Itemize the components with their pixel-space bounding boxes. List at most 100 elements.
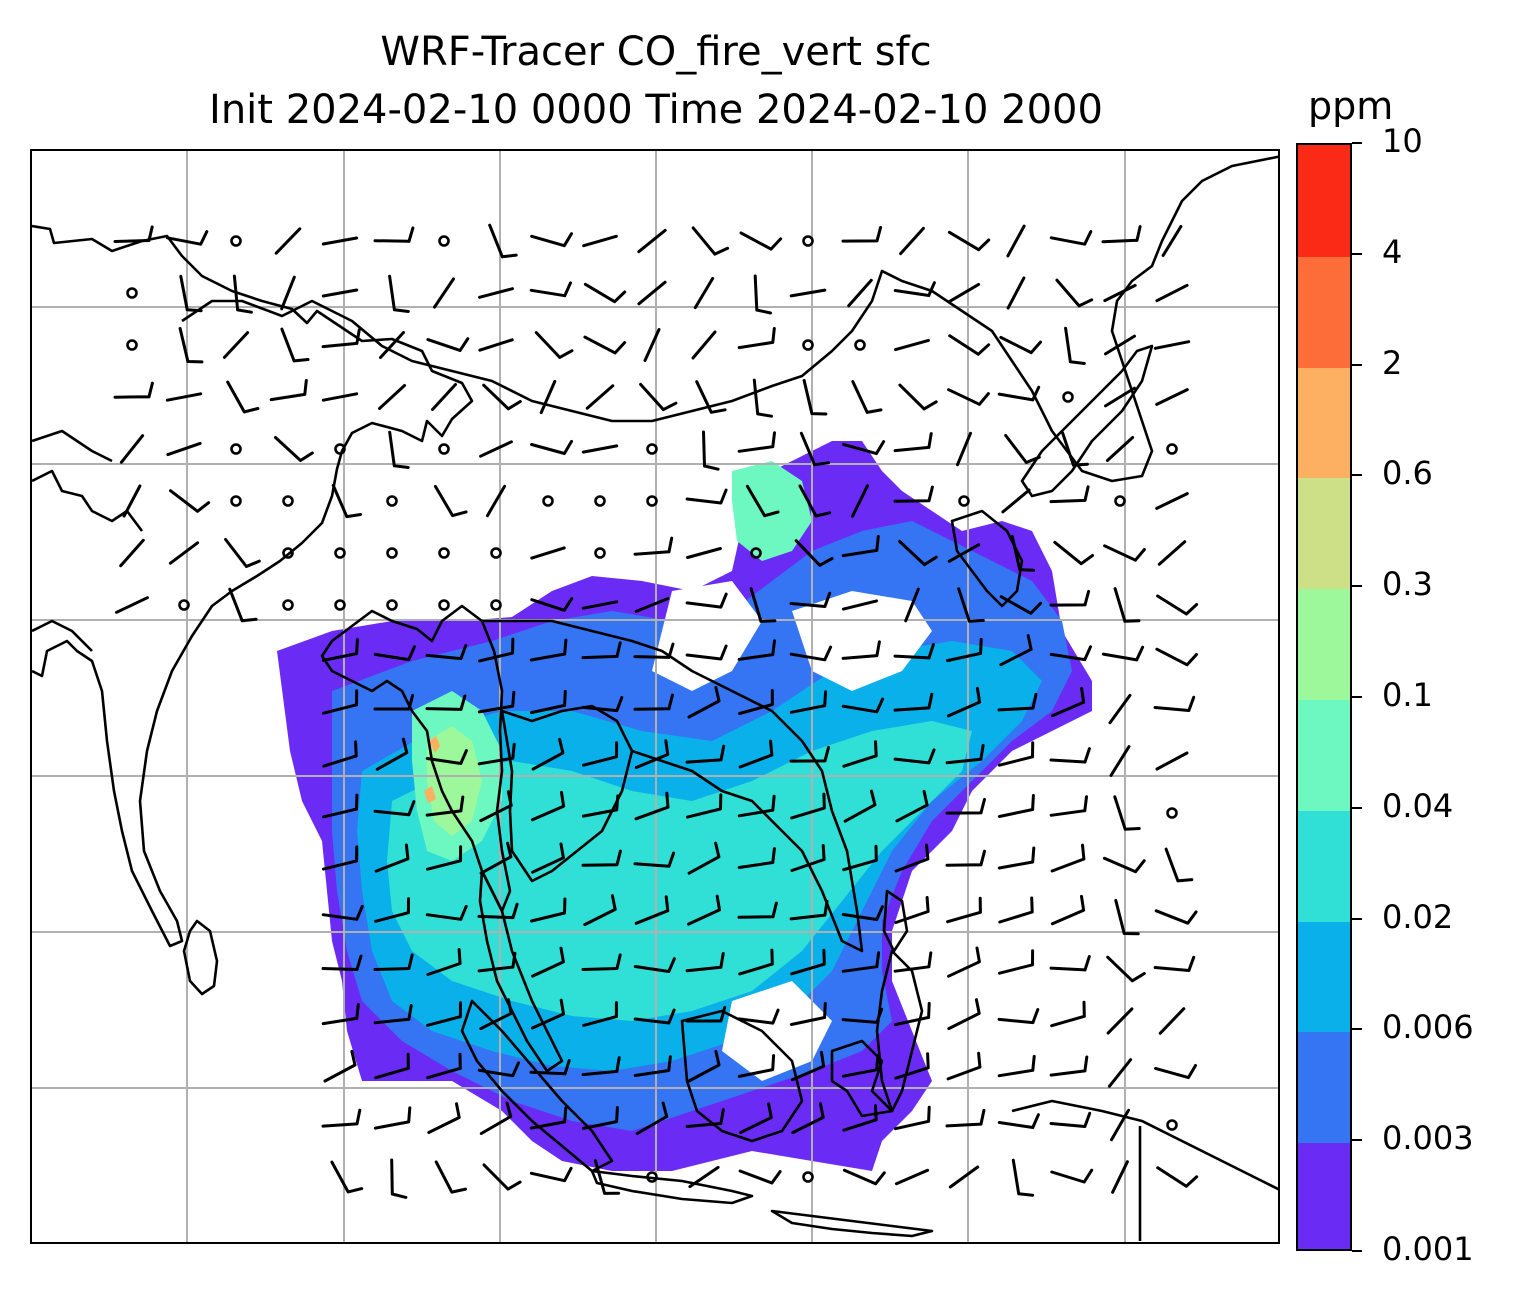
wind-barb [1106, 955, 1146, 983]
wind-barb [695, 380, 727, 414]
wind-barb [894, 1052, 930, 1080]
wind-barb [633, 957, 676, 973]
wind-barb [321, 392, 359, 402]
tracer-region [427, 726, 482, 836]
calm-wind-marker [854, 339, 866, 351]
wind-barb [633, 536, 674, 556]
wind-barb [373, 953, 414, 971]
wind-barb [426, 845, 463, 871]
wind-barb [1153, 340, 1191, 350]
wind-barb [178, 327, 204, 364]
wind-barb [847, 278, 873, 308]
wind-barb [115, 596, 149, 614]
wind-barb [321, 904, 364, 921]
wind-barb [373, 694, 415, 711]
wind-barb [841, 1007, 884, 1024]
coastline-indochina [500, 704, 634, 883]
wind-barb [425, 904, 468, 921]
wind-barb [685, 644, 728, 661]
colorbar-tick [1352, 1028, 1362, 1031]
wind-barb [794, 539, 834, 567]
wind-barb [1050, 843, 1086, 873]
wind-barb [274, 227, 302, 255]
wind-barb [477, 951, 517, 973]
wind-barb [945, 1108, 986, 1128]
wind-barb [790, 1050, 826, 1082]
wind-barb [1049, 795, 1088, 817]
calm-wind-marker [386, 495, 398, 507]
wind-barb [388, 274, 410, 313]
wind-barb [582, 234, 618, 248]
coastline-taiwan [882, 889, 909, 953]
wind-barb [893, 485, 934, 503]
coastline-java [590, 1169, 754, 1205]
wind-barb [997, 385, 1041, 402]
coastline-new-guinea [1011, 1099, 1278, 1191]
colorbar-tick [1352, 474, 1362, 477]
wind-barb [1105, 436, 1135, 462]
wind-barb [534, 331, 574, 359]
tracer-gap [722, 981, 832, 1081]
wind-barb [373, 1106, 412, 1130]
colorbar-tick-label: 0.3 [1382, 565, 1433, 604]
wind-barb [531, 842, 565, 874]
coastline-north [181, 155, 1278, 483]
wind-barb [637, 280, 667, 306]
wind-barb [842, 440, 886, 456]
wind-barb [179, 274, 203, 313]
colorbar-tick-label: 0.02 [1382, 897, 1454, 936]
wind-barb [425, 749, 468, 765]
wind-barb [583, 894, 617, 927]
coastline-bay-east [320, 604, 512, 913]
colorbar-segment [1298, 920, 1350, 1033]
colorbar-tick-label: 2 [1382, 343, 1403, 382]
calm-wind-marker [594, 547, 606, 559]
wind-barb [843, 789, 877, 823]
wind-barb [895, 789, 929, 823]
wind-barb [702, 430, 720, 471]
wind-barb [894, 896, 930, 924]
wind-barb [1049, 1055, 1089, 1077]
colorbar-segment [1298, 809, 1350, 922]
wind-barb [1050, 1000, 1086, 1028]
colorbar-tick-label: 0.006 [1382, 1008, 1474, 1047]
wind-barb [1104, 334, 1136, 356]
wind-barb [789, 1002, 827, 1026]
wind-barb [322, 793, 359, 819]
wind-barb [791, 1102, 825, 1135]
wind-barb [798, 484, 832, 518]
wind-barb [634, 895, 670, 925]
tracer-gap [792, 591, 932, 691]
wind-barb [485, 484, 507, 518]
wind-barb [165, 392, 203, 402]
wind-barb [841, 640, 881, 660]
wind-barb [1011, 1158, 1035, 1197]
wind-barb [426, 337, 470, 352]
wind-barb [842, 1168, 886, 1186]
wind-barb [321, 288, 359, 298]
wind-barb [1101, 645, 1145, 662]
wind-barb [1155, 283, 1189, 303]
calm-wind-marker [126, 287, 138, 299]
wind-barb [529, 281, 572, 298]
wind-barb [633, 693, 674, 711]
wind-barb [687, 1049, 721, 1083]
calm-wind-marker [1166, 807, 1178, 819]
wind-barb [581, 600, 619, 610]
wind-barb [529, 1166, 573, 1183]
wind-barb [1055, 278, 1094, 308]
wind-barb [1049, 589, 1091, 607]
wind-barb [1053, 540, 1094, 566]
wind-barb [379, 331, 405, 359]
wind-barb [226, 380, 260, 414]
calm-wind-marker [178, 599, 190, 611]
wind-barb [957, 587, 985, 623]
wind-barb [1010, 534, 1036, 572]
wind-barb [997, 1054, 1036, 1078]
wind-barb [956, 431, 972, 467]
calm-wind-marker [1166, 443, 1178, 455]
calm-wind-marker [282, 599, 294, 611]
wind-barb [1104, 386, 1136, 408]
wind-barb [946, 1051, 982, 1081]
map-panel [30, 149, 1280, 1244]
